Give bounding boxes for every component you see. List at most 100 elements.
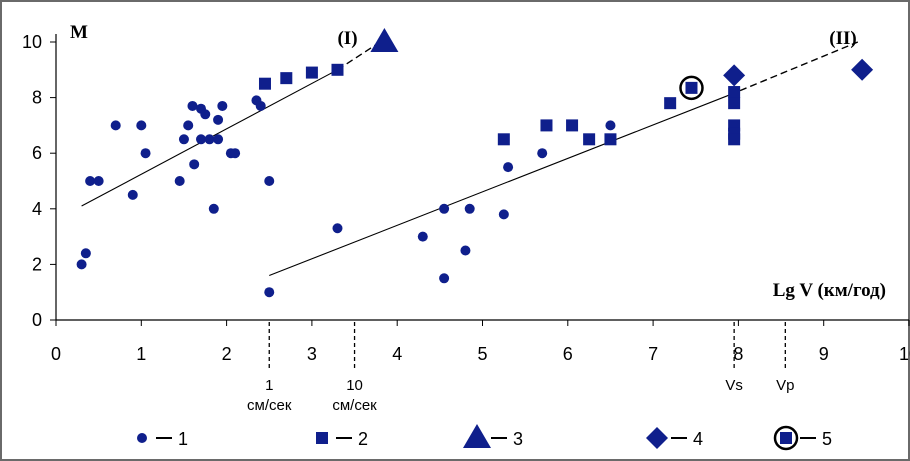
data-point-series-3 (370, 28, 399, 52)
group-label-i: (I) (337, 28, 357, 49)
x-tick-label: 0 (51, 344, 61, 364)
data-point-series-2 (728, 86, 741, 99)
data-point-series-2 (258, 77, 271, 90)
data-point-series-2 (604, 133, 617, 146)
data-point-series-1 (230, 148, 241, 159)
y-tick-label: 0 (32, 310, 42, 330)
data-point-series-1 (196, 134, 207, 145)
chart-labels: M Lg V (км/год) (I) (II) (70, 22, 886, 301)
data-point-series-1 (213, 114, 224, 125)
data-point-series-2 (728, 133, 741, 146)
marker-label: Vs (725, 377, 743, 394)
data-point-series-1 (85, 176, 96, 186)
x-tick-label: 6 (563, 344, 573, 364)
data-point-series-4 (723, 64, 746, 87)
data-point-series-1 (537, 148, 548, 159)
x-tick-label: 5 (477, 344, 487, 364)
data-point-series-2 (331, 63, 344, 76)
trend-lines (81, 41, 859, 277)
data-point-series-2 (540, 119, 553, 132)
data-point-series-1 (80, 248, 91, 259)
data-point-series-1 (110, 120, 121, 131)
legend-marker-4 (646, 427, 668, 449)
data-point-series-5 (679, 75, 704, 101)
trend-line-solid (269, 94, 731, 277)
x-tick-label: 3 (307, 344, 317, 364)
x-tick-label: 8 (733, 344, 743, 364)
data-point-series-2 (566, 119, 579, 132)
trend-line-dashed (337, 41, 381, 71)
data-point-series-1 (140, 148, 151, 159)
trend-line-dashed (729, 41, 859, 96)
marker-label: Vp (776, 377, 794, 394)
data-point-series-4 (851, 58, 874, 81)
x-tick-label: 9 (819, 344, 829, 364)
data-point-series-1 (204, 134, 215, 145)
data-point-series-1 (178, 134, 189, 145)
data-point-series-1 (417, 231, 428, 242)
x-tick-label: 1 (136, 344, 146, 364)
data-point-series-1 (213, 134, 224, 145)
marker-unit: см/сек (332, 397, 377, 414)
x-tick-label: 2 (222, 344, 232, 364)
data-point-series-1 (183, 120, 194, 131)
data-point-series-1 (255, 100, 266, 111)
data-point-series-1 (498, 209, 509, 220)
group-label-ii: (II) (829, 28, 856, 49)
data-point-series-1 (187, 100, 198, 111)
data-point-series-2 (583, 133, 596, 146)
data-points (76, 28, 874, 298)
marker-label: 1 (265, 377, 273, 394)
data-point-series-2 (305, 66, 318, 79)
marker-label: 10 (346, 377, 363, 394)
data-point-series-5-square (685, 81, 698, 94)
data-point-series-1 (605, 120, 616, 131)
x-tick-label: 7 (648, 344, 658, 364)
data-point-series-1 (200, 109, 211, 120)
data-point-series-1 (208, 203, 219, 214)
data-point-series-2 (664, 97, 677, 110)
data-point-series-1 (460, 245, 471, 256)
legend-label: 3 (513, 429, 523, 449)
data-point-series-2 (728, 97, 741, 110)
x-axis-label: Lg V (км/год) (773, 280, 886, 301)
legend-label: 4 (693, 429, 703, 449)
data-point-series-1 (189, 159, 200, 170)
data-point-series-1 (332, 223, 343, 234)
legend-marker-3 (463, 424, 491, 448)
data-point-series-1 (464, 203, 475, 214)
data-point-series-1 (217, 100, 228, 111)
legend-marker-1 (137, 433, 147, 443)
y-tick-label: 6 (32, 143, 42, 163)
y-tick-label: 10 (22, 32, 42, 52)
marker-unit: см/сек (247, 397, 292, 414)
data-point-series-1 (439, 203, 450, 214)
legend-label: 5 (822, 429, 832, 449)
legend: 1 2 3 4 5 (137, 424, 832, 451)
reference-markers: 1 см/сек 10 см/сек Vs Vp (247, 322, 794, 414)
legend-marker-2 (316, 432, 328, 444)
data-point-series-1 (136, 120, 147, 131)
data-point-series-1 (76, 259, 87, 270)
legend-marker-5 (773, 425, 799, 451)
data-point-series-1 (264, 287, 275, 298)
axes: 0 1 2 3 4 5 6 7 8 9 10 0 2 4 6 8 10 (22, 32, 910, 364)
legend-label: 2 (358, 429, 368, 449)
data-point-series-1 (439, 273, 450, 284)
data-point-series-1 (264, 176, 275, 186)
data-point-series-1 (503, 162, 514, 173)
y-tick-label: 2 (32, 254, 42, 274)
y-tick-label: 4 (32, 199, 42, 219)
data-point-series-1 (174, 176, 185, 186)
data-point-series-2 (497, 133, 510, 146)
legend-marker-5-square (780, 432, 792, 444)
x-tick-label: 10 (899, 344, 910, 364)
data-point-series-2 (280, 72, 293, 85)
data-point-series-1 (93, 176, 104, 186)
legend-label: 1 (178, 429, 188, 449)
data-point-series-1 (127, 189, 138, 200)
x-tick-label: 4 (392, 344, 402, 364)
y-tick-label: 8 (32, 88, 42, 108)
data-point-series-2 (728, 119, 741, 132)
